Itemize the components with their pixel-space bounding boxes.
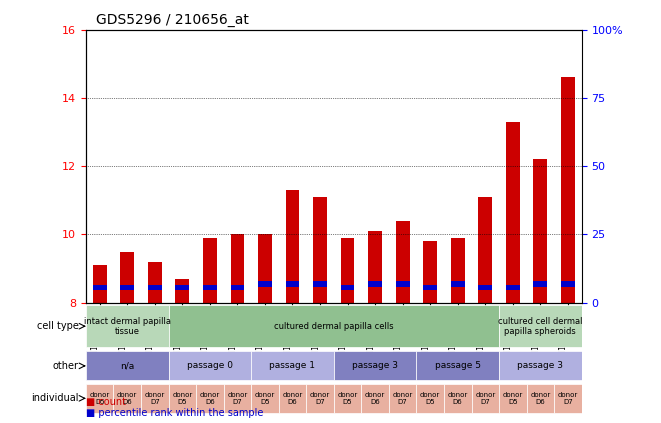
Bar xyxy=(231,234,245,303)
Bar xyxy=(120,285,134,290)
FancyBboxPatch shape xyxy=(444,384,471,413)
Text: n/a: n/a xyxy=(120,361,134,371)
FancyBboxPatch shape xyxy=(86,305,169,347)
FancyBboxPatch shape xyxy=(499,305,582,347)
FancyBboxPatch shape xyxy=(196,384,223,413)
Text: donor
D7: donor D7 xyxy=(475,392,495,405)
Text: donor
D5: donor D5 xyxy=(338,392,358,405)
Text: intact dermal papilla
tissue: intact dermal papilla tissue xyxy=(84,316,171,336)
Bar xyxy=(148,285,162,290)
Text: cultured cell dermal
papilla spheroids: cultured cell dermal papilla spheroids xyxy=(498,316,582,336)
Bar xyxy=(340,285,354,290)
FancyBboxPatch shape xyxy=(527,384,554,413)
FancyBboxPatch shape xyxy=(251,384,279,413)
Bar xyxy=(120,252,134,303)
Text: passage 5: passage 5 xyxy=(435,361,481,371)
Bar xyxy=(479,285,492,290)
FancyBboxPatch shape xyxy=(86,351,169,380)
Text: cultured dermal papilla cells: cultured dermal papilla cells xyxy=(274,322,393,331)
Text: donor
D6: donor D6 xyxy=(200,392,220,405)
Bar xyxy=(451,238,465,303)
Bar xyxy=(561,77,575,303)
FancyBboxPatch shape xyxy=(251,351,334,380)
Text: donor
D6: donor D6 xyxy=(530,392,551,405)
FancyBboxPatch shape xyxy=(169,351,251,380)
Text: donor
D6: donor D6 xyxy=(365,392,385,405)
Bar xyxy=(561,281,575,286)
Bar xyxy=(479,197,492,303)
Bar xyxy=(533,281,547,286)
Text: ■ percentile rank within the sample: ■ percentile rank within the sample xyxy=(86,408,263,418)
Bar xyxy=(203,238,217,303)
Text: donor
D7: donor D7 xyxy=(227,392,247,405)
Text: donor
D6: donor D6 xyxy=(117,392,137,405)
Bar xyxy=(506,285,520,290)
Bar xyxy=(506,122,520,303)
FancyBboxPatch shape xyxy=(223,384,251,413)
Bar xyxy=(368,281,382,286)
Bar xyxy=(313,197,327,303)
Bar xyxy=(396,221,410,303)
Text: ■ count: ■ count xyxy=(86,397,126,407)
FancyBboxPatch shape xyxy=(362,384,389,413)
Text: passage 1: passage 1 xyxy=(270,361,315,371)
Bar xyxy=(258,234,272,303)
FancyBboxPatch shape xyxy=(141,384,169,413)
Bar xyxy=(286,190,299,303)
Text: donor
D7: donor D7 xyxy=(558,392,578,405)
Bar xyxy=(175,285,189,290)
FancyBboxPatch shape xyxy=(499,351,582,380)
FancyBboxPatch shape xyxy=(416,384,444,413)
Bar xyxy=(286,281,299,286)
Bar xyxy=(258,281,272,286)
FancyBboxPatch shape xyxy=(334,351,416,380)
Bar xyxy=(340,238,354,303)
Bar xyxy=(203,285,217,290)
Text: passage 0: passage 0 xyxy=(187,361,233,371)
Text: other: other xyxy=(52,361,79,371)
Text: donor
D6: donor D6 xyxy=(447,392,468,405)
FancyBboxPatch shape xyxy=(499,384,527,413)
FancyBboxPatch shape xyxy=(114,384,141,413)
Text: donor
D7: donor D7 xyxy=(145,392,165,405)
Text: donor
D5: donor D5 xyxy=(90,392,110,405)
Text: cell type: cell type xyxy=(36,321,79,331)
Text: donor
D5: donor D5 xyxy=(420,392,440,405)
FancyBboxPatch shape xyxy=(86,384,114,413)
Bar xyxy=(423,285,437,290)
Bar xyxy=(148,262,162,303)
Bar xyxy=(396,281,410,286)
Text: donor
D6: donor D6 xyxy=(282,392,303,405)
FancyBboxPatch shape xyxy=(389,384,416,413)
Text: GDS5296 / 210656_at: GDS5296 / 210656_at xyxy=(96,13,249,27)
FancyBboxPatch shape xyxy=(169,305,499,347)
FancyBboxPatch shape xyxy=(306,384,334,413)
Text: individual: individual xyxy=(31,393,79,403)
FancyBboxPatch shape xyxy=(471,384,499,413)
FancyBboxPatch shape xyxy=(279,384,306,413)
FancyBboxPatch shape xyxy=(169,384,196,413)
Bar xyxy=(368,231,382,303)
Bar xyxy=(423,241,437,303)
FancyBboxPatch shape xyxy=(334,384,362,413)
Text: donor
D7: donor D7 xyxy=(393,392,412,405)
Bar xyxy=(175,279,189,303)
Text: donor
D5: donor D5 xyxy=(173,392,192,405)
Text: donor
D5: donor D5 xyxy=(255,392,275,405)
Text: passage 3: passage 3 xyxy=(518,361,563,371)
Text: passage 3: passage 3 xyxy=(352,361,398,371)
Text: donor
D5: donor D5 xyxy=(503,392,523,405)
Bar xyxy=(231,285,245,290)
FancyBboxPatch shape xyxy=(416,351,499,380)
Bar xyxy=(313,281,327,286)
Bar xyxy=(93,265,106,303)
Bar xyxy=(451,281,465,286)
Bar xyxy=(533,159,547,303)
Text: donor
D7: donor D7 xyxy=(310,392,330,405)
FancyBboxPatch shape xyxy=(554,384,582,413)
Bar xyxy=(93,285,106,290)
